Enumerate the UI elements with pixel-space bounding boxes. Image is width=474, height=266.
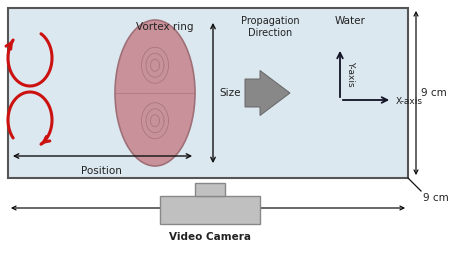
Bar bbox=[8, 8, 408, 178]
FancyArrow shape bbox=[245, 70, 290, 115]
Text: 18 cm: 18 cm bbox=[192, 213, 224, 223]
Bar bbox=[160, 196, 260, 224]
Text: 9 cm: 9 cm bbox=[423, 193, 449, 203]
Text: Propagation
Direction: Propagation Direction bbox=[241, 16, 299, 38]
Text: Vortex ring: Vortex ring bbox=[136, 22, 194, 32]
Text: Size: Size bbox=[219, 88, 240, 98]
Ellipse shape bbox=[115, 20, 195, 166]
Text: 9 cm: 9 cm bbox=[421, 88, 447, 98]
Text: Position: Position bbox=[81, 166, 122, 176]
Bar bbox=[195, 183, 225, 196]
Text: Water: Water bbox=[335, 16, 365, 26]
Text: X-axis: X-axis bbox=[396, 98, 423, 106]
Text: Y-axis: Y-axis bbox=[346, 61, 355, 87]
Text: Video Camera: Video Camera bbox=[169, 232, 251, 242]
